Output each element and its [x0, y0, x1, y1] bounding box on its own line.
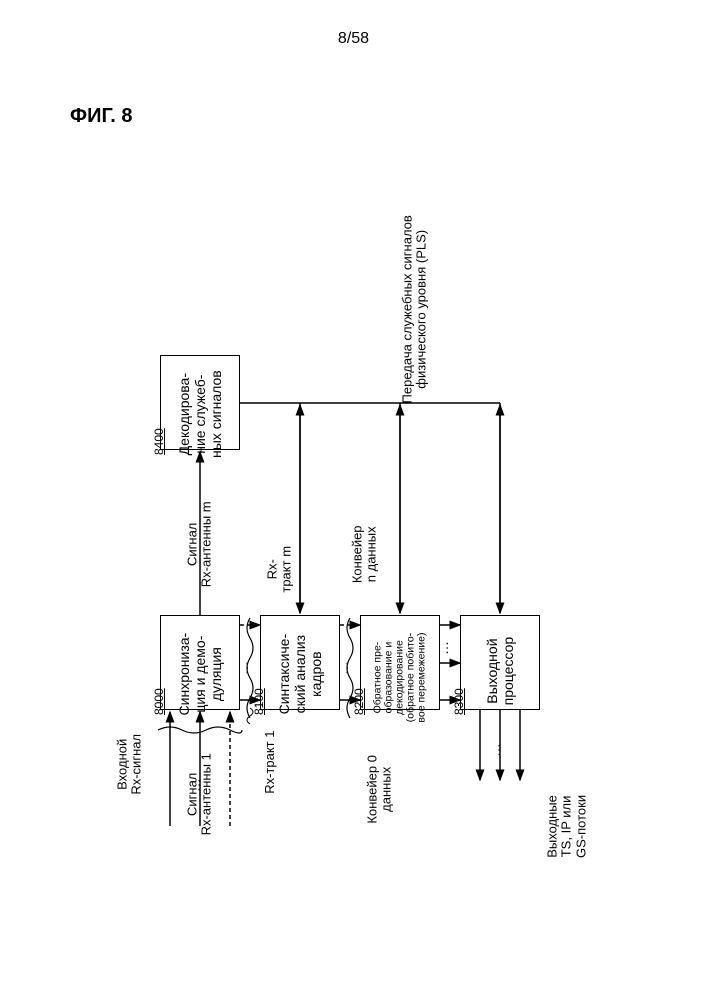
output-streams-label: ВыходныеTS, IP илиGS-потоки — [546, 766, 589, 886]
antenna1-label: СигналRx-антенны 1 — [186, 724, 215, 864]
ref-8400: 8400 — [152, 428, 166, 455]
ref-8200: 8200 — [352, 688, 366, 715]
block-output-proc-label: Выходнойпроцессор — [484, 606, 516, 736]
pls-label: Передача служебных сигналовфизического у… — [401, 184, 430, 434]
ref-8000: 8000 — [152, 688, 166, 715]
svg-text:…: … — [487, 743, 503, 757]
block-demap-decode-label: Обратное пре-образование идекодирование(… — [372, 605, 427, 751]
conveyor-n-label: Конвейерn данных — [351, 504, 380, 604]
block-frame-parse-label: Синтаксиче-ский анализкадров — [276, 609, 324, 739]
antenna-m-label: СигналRx-антенны m — [186, 474, 215, 614]
conveyor-0-label: Конвейер 0данных — [366, 739, 395, 839]
block-sync-demod-label: Синхрониза-ция и демо-дуляция — [176, 609, 224, 739]
input-signal-label: ВходнойRx-сигнал — [116, 714, 145, 814]
figure-label: ФИГ. 8 — [70, 105, 133, 128]
block-signaling-decode-label: Декодирова-ние служеб-ных сигналов — [176, 349, 224, 479]
ref-8100: 8100 — [252, 688, 266, 715]
page-number: 8/58 — [0, 30, 707, 48]
ref-8300: 8300 — [452, 688, 466, 715]
block-diagram: Синхрониза-ция и демо-дуляция 8000 Синта… — [140, 160, 560, 860]
rx-path-1-label: Rx-тракт 1 — [263, 712, 277, 812]
rx-path-m-label: Rx-тракт m — [266, 539, 295, 599]
